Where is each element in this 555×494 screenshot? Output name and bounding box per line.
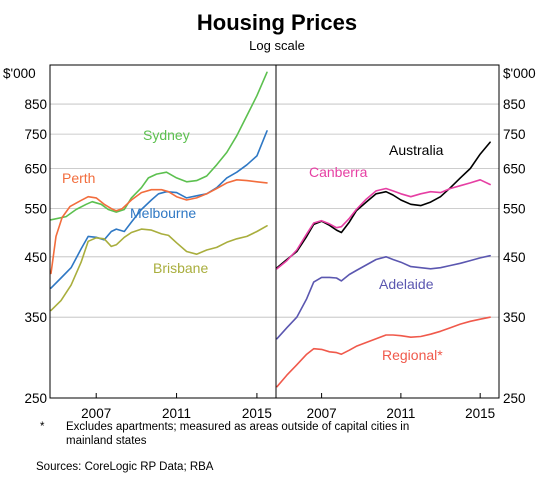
perth-label: Perth <box>62 170 95 186</box>
y-tick-left-750: 750 <box>24 127 47 142</box>
label-layer: Sydney Melbourne Perth Brisbane Australia Can… <box>62 127 444 363</box>
y-tick-left-550: 550 <box>24 202 47 217</box>
adelaide-label: Adelaide <box>379 276 434 292</box>
left-panel-frame <box>49 64 277 399</box>
y-tick-left-250: 250 <box>24 391 47 406</box>
x-tick-p1-2011: 2011 <box>386 406 415 421</box>
axis-layer: 250 250 350 350 450 450 550 550 650 650 750 750 850 8… <box>24 97 525 421</box>
melbourne-label: Melbourne <box>130 205 196 221</box>
x-tick-p0-2015: 2015 <box>242 406 272 421</box>
footnote-marker: * <box>40 421 45 433</box>
sydney-line <box>50 71 268 221</box>
right-unit-label: $'000 <box>503 66 536 81</box>
left-unit-label: $'000 <box>3 66 36 81</box>
canberra-label: Canberra <box>309 164 368 180</box>
series-layer <box>50 71 491 388</box>
footnote-line: mainland states <box>66 435 147 447</box>
canberra-line <box>276 179 491 270</box>
y-tick-right-350: 350 <box>503 310 526 325</box>
y-tick-right-450: 450 <box>503 250 526 265</box>
chart-subtitle: Log scale <box>249 38 305 53</box>
footnote-line: Excludes apartments; measured as areas o… <box>66 421 409 433</box>
regional-label: Regional* <box>382 347 443 363</box>
y-tick-left-850: 850 <box>24 97 47 112</box>
adelaide-line <box>276 254 491 340</box>
perth-line <box>50 179 268 275</box>
y-tick-left-350: 350 <box>24 310 47 325</box>
y-tick-right-550: 550 <box>503 202 526 217</box>
australia-label: Australia <box>389 142 444 158</box>
sydney-label: Sydney <box>143 127 190 143</box>
sources-text: Sources: CoreLogic RP Data; RBA <box>36 461 214 473</box>
y-tick-right-250: 250 <box>503 391 526 406</box>
y-tick-right-750: 750 <box>503 127 526 142</box>
y-tick-left-450: 450 <box>24 250 47 265</box>
brisbane-label: Brisbane <box>153 260 208 276</box>
y-tick-right-650: 650 <box>503 161 526 176</box>
x-tick-p1-2015: 2015 <box>465 406 495 421</box>
melbourne-line <box>50 130 268 289</box>
x-tick-p1-2007: 2007 <box>307 406 337 421</box>
right-panel-frame <box>275 64 500 399</box>
x-tick-p0-2007: 2007 <box>81 406 111 421</box>
x-tick-p0-2011: 2011 <box>162 406 191 421</box>
brisbane-line <box>50 225 268 312</box>
australia-line <box>276 141 491 269</box>
y-tick-left-650: 650 <box>24 161 47 176</box>
footnote-text: Excludes apartments; measured as areas o… <box>66 421 409 447</box>
chart-title: Housing Prices <box>197 10 357 35</box>
y-tick-right-850: 850 <box>503 97 526 112</box>
regional-line <box>276 316 491 388</box>
